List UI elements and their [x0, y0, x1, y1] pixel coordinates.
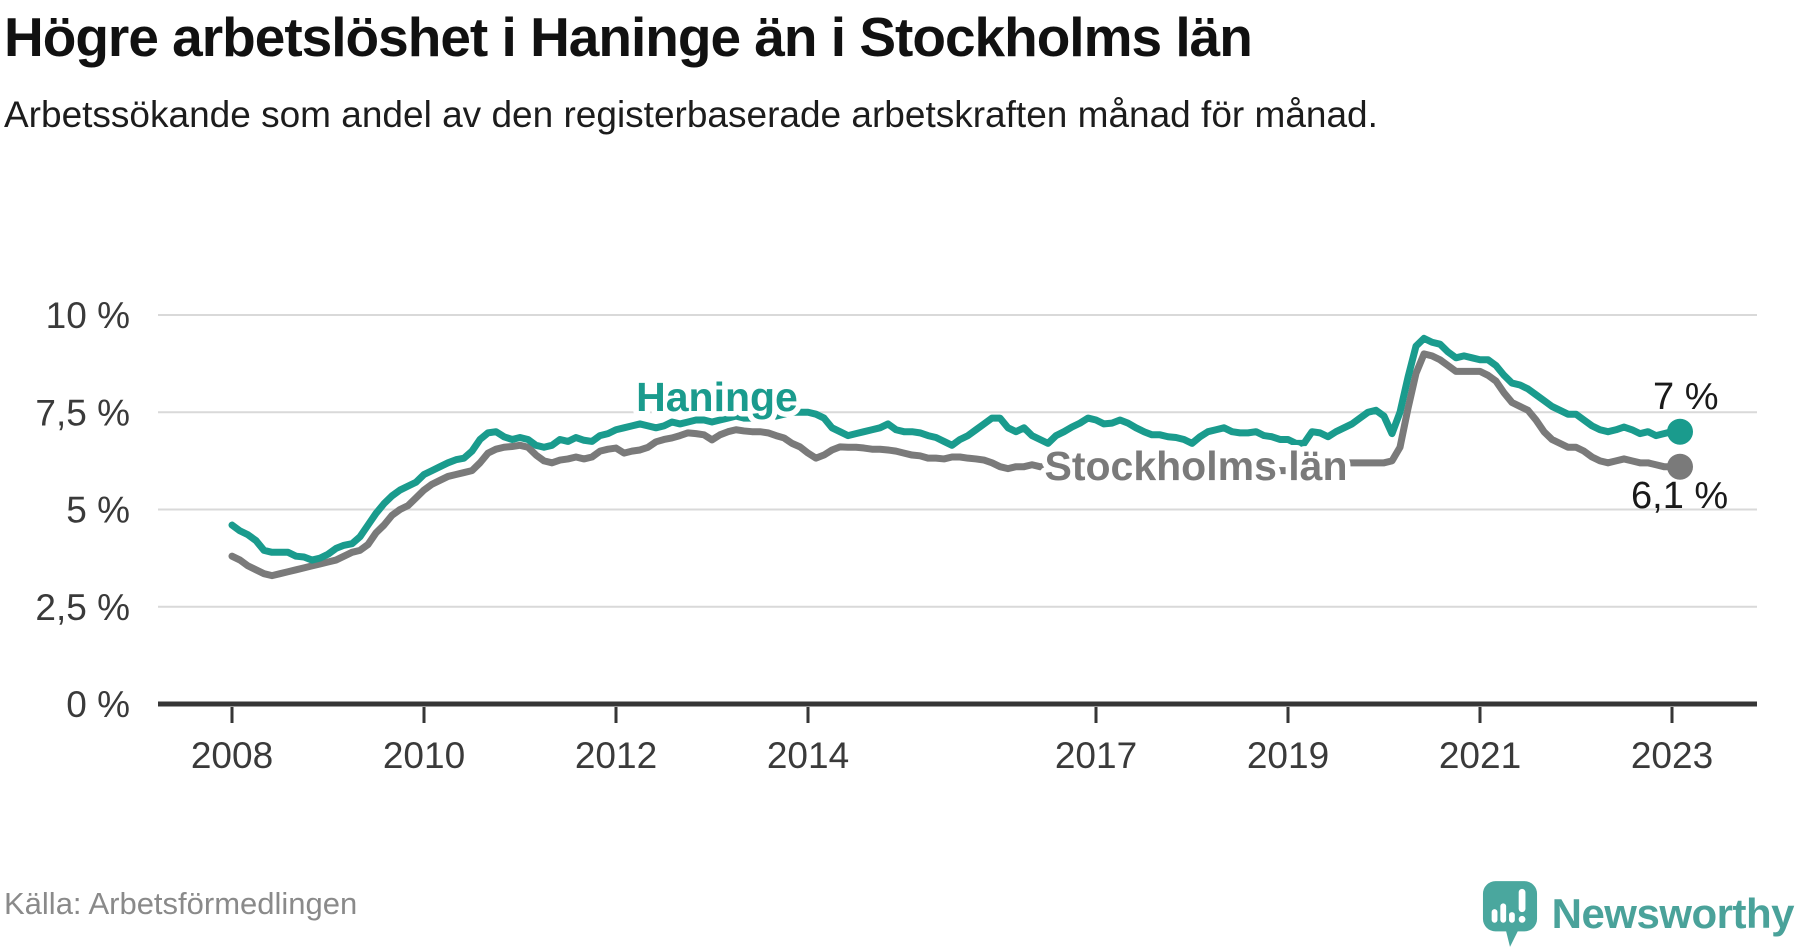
bar-icon-tall	[1499, 903, 1506, 923]
x-axis-label: 2017	[1055, 735, 1137, 776]
x-axis-label: 2012	[575, 735, 657, 776]
x-axis-label: 2010	[383, 735, 465, 776]
x-axis-label: 2019	[1247, 735, 1329, 776]
end-value-label-stockholms-l-n: 6,1 %	[1631, 475, 1728, 517]
series-label-stockholms-l-n: Stockholms län	[1044, 443, 1347, 489]
series-end-dot-haninge	[1667, 418, 1693, 445]
y-axis-label: 5 %	[66, 490, 130, 531]
y-axis-label: 7,5 %	[35, 392, 130, 433]
bar-icon-small	[1491, 909, 1498, 923]
y-axis-label: 2,5 %	[35, 587, 130, 628]
page-title: Högre arbetslöshet i Haninge än i Stockh…	[4, 6, 1253, 68]
series-label-haninge: Haninge	[636, 374, 798, 420]
source-note: Källa: Arbetsförmedlingen	[4, 886, 358, 921]
series-line-stockholms-l-n	[228, 350, 1684, 580]
bar-icon-short	[1508, 912, 1515, 923]
newsworthy-wordmark: Newsworthy	[1551, 890, 1795, 937]
series-line-haninge	[228, 334, 1684, 564]
newsworthy-logo-icon	[1482, 881, 1537, 947]
chart-header: Högre arbetslöshet i Haninge än i Stockh…	[4, 6, 1764, 139]
exclamation-bar-icon	[1518, 888, 1526, 913]
x-axis-label: 2023	[1631, 735, 1713, 776]
x-axis-label: 2008	[191, 735, 273, 776]
end-value-label-haninge: 7 %	[1653, 376, 1718, 418]
y-axis-label: 10 %	[46, 295, 130, 336]
page-subtitle: Arbetssökande som andel av den registerb…	[4, 94, 1378, 136]
x-axis-label: 2021	[1439, 735, 1521, 776]
exclamation-dot-icon	[1518, 915, 1526, 923]
y-axis-label: 0 %	[66, 684, 130, 725]
newsworthy-logo[interactable]: Newsworthy	[1482, 880, 1795, 948]
series-end-dot-stockholms-l-n	[1667, 453, 1693, 480]
x-axis-label: 2014	[767, 735, 849, 776]
